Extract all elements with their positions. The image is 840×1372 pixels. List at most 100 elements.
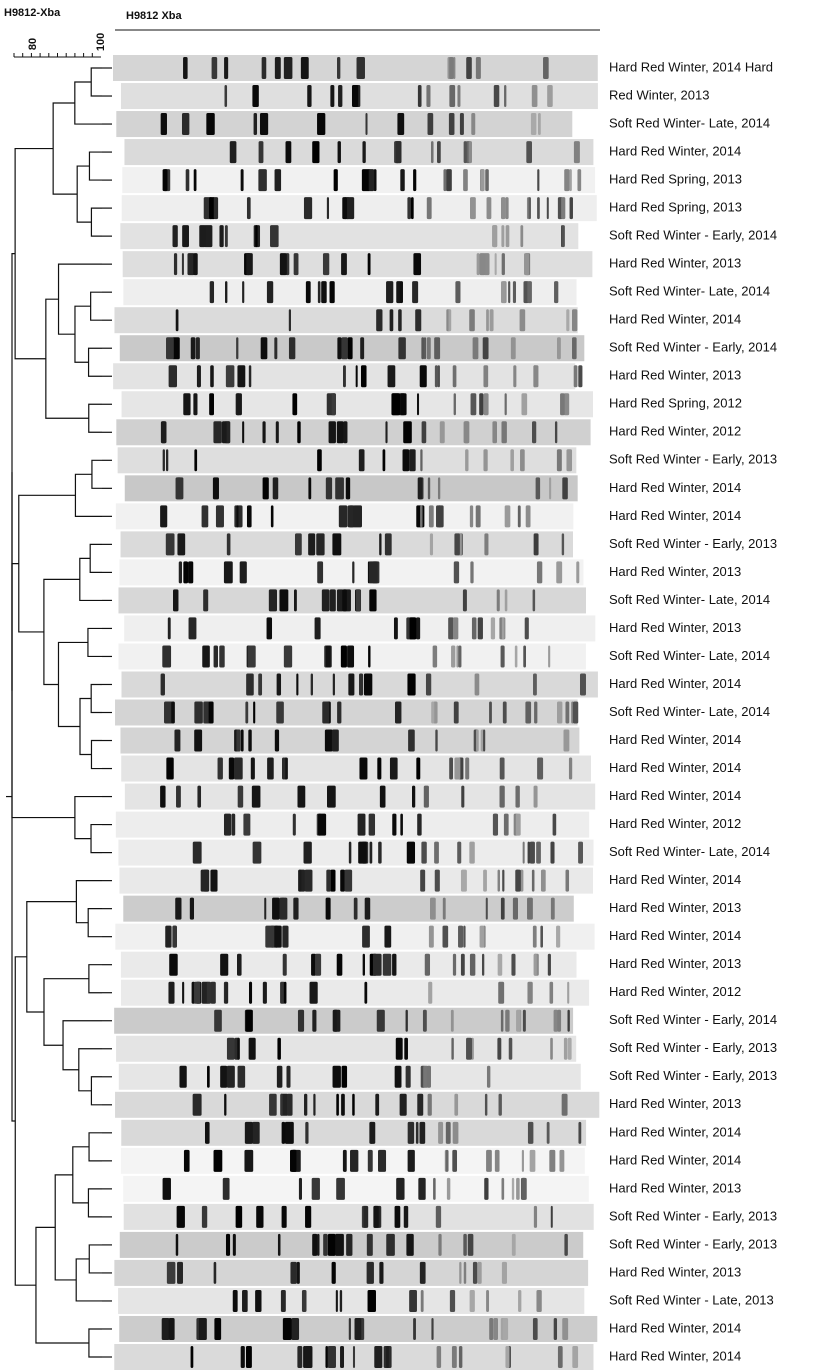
lane-background — [122, 195, 597, 221]
gel-band — [530, 1150, 536, 1172]
gel-band — [564, 730, 570, 752]
gel-lane — [119, 1316, 597, 1342]
gel-band — [171, 702, 175, 724]
gel-band — [505, 589, 508, 611]
gel-lane — [125, 475, 578, 501]
gel-band — [513, 898, 518, 920]
lane-label: Hard Red Winter, 2013 — [609, 368, 741, 383]
gel-band — [229, 758, 234, 780]
lane-background — [125, 784, 595, 810]
gel-band — [255, 1290, 261, 1312]
tree-branch — [91, 208, 102, 236]
gel-band — [408, 730, 415, 752]
gel-band — [272, 898, 280, 920]
gel-band — [177, 533, 185, 555]
gel-band — [315, 954, 321, 976]
gel-band — [339, 505, 348, 527]
gel-lane — [121, 531, 573, 557]
gel-band — [436, 1206, 441, 1228]
gel-lane — [118, 587, 586, 613]
gel-band — [163, 1178, 171, 1200]
gel-band — [533, 926, 537, 948]
gel-band — [165, 926, 171, 948]
gel-band — [435, 730, 437, 752]
gel-band — [420, 449, 422, 471]
gel-band — [457, 85, 460, 107]
gel-band — [386, 1234, 395, 1256]
gel-band — [341, 1094, 345, 1116]
gel-band — [392, 814, 396, 836]
tree-branch — [91, 741, 102, 769]
gel-band — [317, 1234, 320, 1256]
gel-band — [438, 477, 440, 499]
gel-band — [564, 169, 569, 191]
gel-band — [547, 1122, 550, 1144]
gel-band — [284, 57, 293, 79]
gel-lane — [118, 840, 593, 866]
gel-band — [476, 730, 479, 752]
gel-band — [246, 1010, 253, 1032]
gel-band — [182, 982, 184, 1004]
gel-band — [227, 1038, 235, 1060]
gel-band — [279, 589, 288, 611]
gel-band — [413, 1318, 416, 1340]
gel-band — [437, 1346, 441, 1368]
gel-band — [275, 57, 281, 79]
gel-band — [190, 898, 194, 920]
gel-band — [498, 982, 504, 1004]
gel-band — [520, 309, 526, 331]
lane-label: Hard Red Winter, 2013 — [609, 1180, 741, 1195]
gel-band — [473, 337, 479, 359]
gel-band — [418, 477, 422, 499]
gel-band — [224, 57, 228, 79]
gel-band — [509, 1038, 513, 1060]
gel-lane — [116, 812, 589, 838]
gel-band — [177, 1206, 185, 1228]
tree-branch — [46, 299, 89, 418]
gel-band — [335, 477, 344, 499]
gel-band — [233, 1290, 238, 1312]
gel-band — [438, 1122, 443, 1144]
gel-band — [368, 645, 370, 667]
gel-band — [163, 169, 168, 191]
gel-band — [495, 253, 497, 275]
lane-background — [114, 307, 577, 333]
gel-band — [210, 982, 215, 1004]
scale-label: 80 — [27, 38, 39, 50]
gel-band — [189, 617, 197, 639]
gel-band — [271, 505, 274, 527]
lane-label: Hard Red Spring, 2012 — [609, 396, 742, 411]
gel-band — [199, 225, 205, 247]
gel-band — [453, 365, 457, 387]
gel-lane — [116, 503, 574, 529]
gel-band — [294, 253, 299, 275]
gel-band — [525, 702, 531, 724]
gel-band — [463, 589, 467, 611]
gel-band — [534, 365, 539, 387]
gel-band — [233, 1234, 236, 1256]
gel-band — [350, 1150, 358, 1172]
gel-band — [380, 786, 386, 808]
lane-label: Hard Red Winter, 2014 — [609, 312, 741, 327]
gel-band — [323, 253, 329, 275]
gel-band — [470, 561, 473, 583]
gel-band — [169, 954, 177, 976]
gel-band — [332, 1262, 336, 1284]
gel-band — [255, 225, 257, 247]
gel-band — [224, 1094, 226, 1116]
gel-band — [369, 169, 374, 191]
gel-band — [464, 141, 467, 163]
gel-band — [249, 1038, 256, 1060]
lane-label: Hard Red Winter, 2014 — [609, 1348, 741, 1363]
tree-branch — [44, 979, 89, 1046]
gel-band — [554, 281, 558, 303]
lane-label: Hard Red Spring, 2013 — [609, 200, 742, 215]
gel-band — [343, 421, 347, 443]
gel-band — [522, 1150, 524, 1172]
gel-band — [354, 898, 358, 920]
lane-label: Soft Red Winter - Early, 2013 — [609, 452, 777, 467]
gel-band — [567, 982, 569, 1004]
gel-band — [431, 702, 434, 724]
gel-band — [464, 1262, 466, 1284]
gel-band — [193, 1094, 202, 1116]
